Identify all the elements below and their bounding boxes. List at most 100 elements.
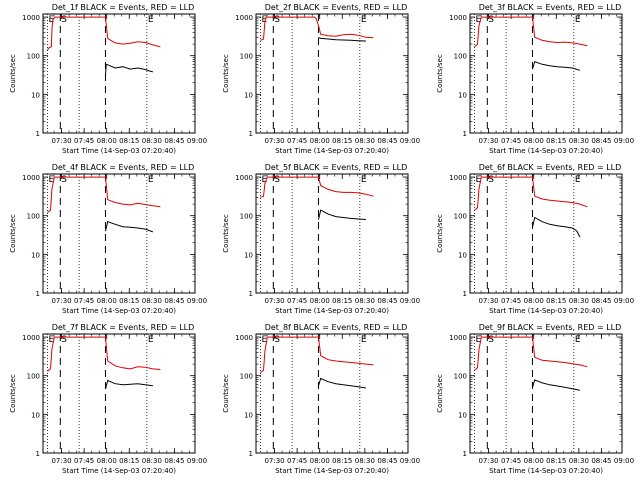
x-tick-label: 08:15: [332, 297, 352, 305]
interval-marker-label: S: [61, 175, 67, 185]
y-tick-label: 1: [36, 130, 40, 138]
y-tick-label: 1: [249, 130, 253, 138]
lld-series-line: [474, 176, 588, 211]
y-tick-label: 10: [31, 91, 40, 99]
y-tick-label: 1: [249, 450, 253, 458]
interval-marker-label: E: [575, 15, 581, 25]
interval-marker-label: S: [61, 15, 67, 25]
events-series-line: [105, 221, 154, 233]
x-tick-label: 08:15: [119, 297, 139, 305]
x-tick-label: 07:30: [51, 297, 71, 305]
interval-marker-label: E: [476, 175, 482, 185]
y-axis-label: Counts/sec: [436, 374, 444, 413]
x-tick-label: 08:00: [97, 457, 117, 465]
y-tick-label: 100: [454, 213, 467, 221]
x-tick-label: 07:30: [264, 457, 284, 465]
plot-frame: [469, 173, 623, 294]
interval-marker-label: E: [49, 15, 55, 25]
interval-marker-label: E: [476, 335, 482, 345]
lld-series-line: [474, 16, 588, 48]
y-tick-label: 100: [240, 373, 253, 381]
y-axis-label: Counts/sec: [222, 374, 230, 413]
panel-det-2: Det_2f BLACK = Events, RED = LLD 1 10 100 10…: [222, 3, 420, 155]
x-tick-label: 09:00: [400, 457, 420, 465]
x-tick-label: 07:30: [478, 137, 498, 145]
events-series-line: [532, 61, 581, 71]
x-tick-label: 09:00: [400, 137, 420, 145]
lld-series-line: [474, 336, 588, 371]
y-tick-label: 1000: [22, 334, 40, 342]
x-tick-label: 07:45: [501, 297, 521, 305]
y-tick-label: 1: [249, 290, 253, 298]
y-tick-label: 1000: [449, 14, 467, 22]
x-tick-label: 08:30: [355, 297, 375, 305]
x-tick-label: 08:15: [546, 137, 566, 145]
interval-marker-label: E: [49, 175, 55, 185]
y-tick-label: 100: [454, 53, 467, 61]
x-tick-label: 08:45: [591, 297, 611, 305]
interval-marker-label: S: [274, 175, 280, 185]
x-tick-label: 08:15: [119, 137, 139, 145]
interval-marker-label: E: [148, 335, 154, 345]
x-tick-label: 08:30: [569, 137, 589, 145]
x-tick-label: 07:45: [74, 137, 94, 145]
chart-title: Det_3f BLACK = Events, RED = LLD: [479, 3, 622, 12]
x-tick-label: 08:15: [119, 457, 139, 465]
x-tick-label: 09:00: [187, 297, 207, 305]
x-tick-label: 08:15: [332, 137, 352, 145]
lld-series-line: [47, 336, 161, 372]
panel-det-9: Det_9f BLACK = Events, RED = LLD 1 10 100 10…: [436, 323, 634, 475]
y-tick-label: 1: [463, 290, 467, 298]
lld-series-line: [260, 336, 374, 373]
plot-frame: [255, 333, 409, 454]
plot-frame: [469, 13, 623, 134]
x-tick-label: 08:45: [377, 297, 397, 305]
plot-frame: [42, 333, 196, 454]
y-axis-label: Counts/sec: [9, 54, 17, 93]
x-tick-label: 07:45: [74, 457, 94, 465]
y-tick-label: 10: [31, 251, 40, 259]
y-tick-label: 100: [27, 53, 40, 61]
y-tick-label: 1: [463, 450, 467, 458]
panel-det-3: Det_3f BLACK = Events, RED = LLD 1 10 100 10…: [436, 3, 634, 155]
x-tick-label: 08:30: [142, 457, 162, 465]
plot-frame: [255, 173, 409, 294]
x-tick-label: 07:45: [287, 297, 307, 305]
x-tick-label: 08:30: [142, 137, 162, 145]
y-tick-label: 10: [458, 411, 467, 419]
events-series-line: [318, 209, 366, 220]
y-axis-label: Counts/sec: [9, 374, 17, 413]
x-tick-label: 07:30: [478, 297, 498, 305]
x-tick-label: 09:00: [614, 137, 634, 145]
x-tick-label: 07:45: [501, 137, 521, 145]
plot-frame: [469, 333, 623, 454]
x-tick-label: 07:45: [287, 137, 307, 145]
x-tick-label: 08:15: [332, 457, 352, 465]
y-tick-label: 100: [240, 53, 253, 61]
events-series-line: [532, 216, 581, 238]
y-tick-label: 1000: [235, 334, 253, 342]
x-tick-label: 07:45: [287, 457, 307, 465]
x-tick-label: 07:30: [51, 137, 71, 145]
x-tick-label: 08:45: [377, 457, 397, 465]
x-tick-label: 07:30: [51, 457, 71, 465]
y-tick-label: 1: [36, 290, 40, 298]
chart-title: Det_1f BLACK = Events, RED = LLD: [52, 3, 195, 12]
x-axis-label: Start Time (14-Sep-03 07:20:40): [275, 467, 389, 475]
y-tick-label: 1000: [449, 174, 467, 182]
lld-series-line: [260, 16, 374, 41]
y-tick-label: 10: [458, 251, 467, 259]
x-tick-label: 08:00: [310, 457, 330, 465]
plot-frame: [42, 173, 196, 294]
panel-det-6: Det_6f BLACK = Events, RED = LLD 1 10 100 10…: [436, 163, 634, 315]
y-tick-label: 100: [27, 213, 40, 221]
interval-marker-label: S: [488, 335, 494, 345]
x-tick-label: 08:00: [310, 137, 330, 145]
events-series-line: [105, 63, 154, 76]
panel-det-4: Det_4f BLACK = Events, RED = LLD 1 10 100 10…: [9, 163, 207, 315]
x-tick-label: 08:45: [164, 297, 184, 305]
y-tick-label: 100: [240, 213, 253, 221]
x-tick-label: 09:00: [614, 297, 634, 305]
